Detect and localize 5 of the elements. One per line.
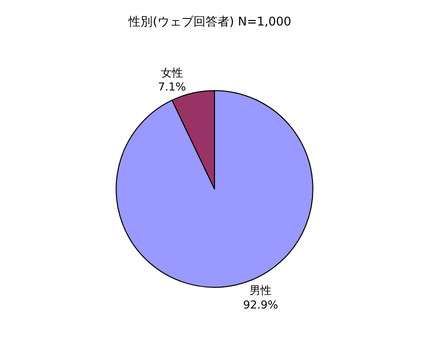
data-label: 92.9% [243,298,278,312]
data-label: 7.1% [158,80,186,94]
slice-label: 女性 [160,66,183,80]
slice-label: 男性 [250,284,272,298]
chart-title: 性別(ウェブ回答者) N=1,000 [128,14,292,28]
